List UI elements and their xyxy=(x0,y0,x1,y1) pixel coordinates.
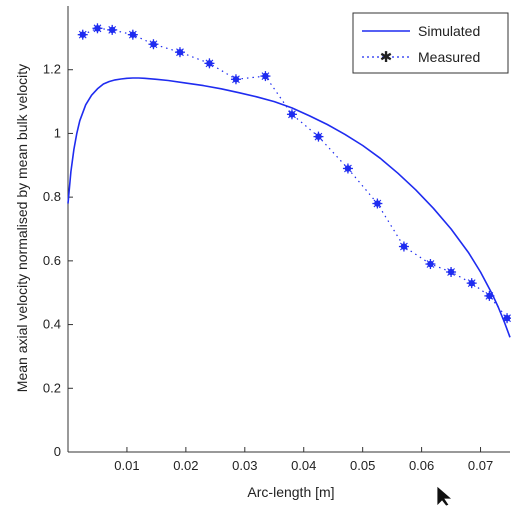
data-point-measured xyxy=(204,58,215,69)
data-point-measured xyxy=(502,313,511,324)
y-axis-label: Mean axial velocity normalised by mean b… xyxy=(14,64,30,392)
x-tick-label: 0.04 xyxy=(291,458,316,473)
y-tick-label: 0.6 xyxy=(43,253,61,268)
x-axis-label: Arc-length [m] xyxy=(247,484,334,500)
data-point-measured xyxy=(342,163,353,174)
data-point-measured xyxy=(174,47,185,58)
legend-box xyxy=(352,12,509,74)
x-tick-label: 0.03 xyxy=(232,458,257,473)
axes xyxy=(67,6,510,453)
data-point-measured xyxy=(372,198,383,209)
x-tick-label: 0.01 xyxy=(114,458,139,473)
y-tick-label: 0 xyxy=(54,444,61,459)
y-tick-label: 0.2 xyxy=(43,380,61,395)
data-point-measured xyxy=(446,267,457,278)
x-tick-label: 0.05 xyxy=(350,458,375,473)
legend-marker-measured: ✱ xyxy=(380,49,393,66)
data-point-measured xyxy=(148,39,159,50)
data-point-measured xyxy=(313,131,324,142)
mouse-cursor-icon xyxy=(436,485,454,507)
x-tick-label: 0.07 xyxy=(468,458,493,473)
data-point-measured xyxy=(398,241,409,252)
data-point-measured xyxy=(92,23,103,34)
legend-entry-simulated: Simulated xyxy=(418,23,480,39)
data-point-measured xyxy=(466,278,477,289)
data-point-measured xyxy=(230,74,241,85)
x-tick-label: 0.06 xyxy=(409,458,434,473)
x-axis-ticks: 0.01 0.02 0.03 0.04 0.05 0.06 0.07 xyxy=(114,447,493,473)
y-tick-label: 1 xyxy=(54,125,61,140)
y-tick-label: 0.4 xyxy=(43,317,61,332)
data-point-measured xyxy=(286,109,297,120)
x-tick-label: 0.02 xyxy=(173,458,198,473)
data-point-measured xyxy=(484,290,495,301)
data-point-measured xyxy=(127,29,138,40)
data-series xyxy=(67,23,511,338)
y-axis-ticks: 0 0.2 0.4 0.6 0.8 1 1.2 xyxy=(43,62,73,459)
legend: Simulated ✱ Measured xyxy=(352,12,509,74)
y-tick-label: 0.8 xyxy=(43,189,61,204)
data-point-measured xyxy=(260,71,271,82)
y-tick-label: 1.2 xyxy=(43,62,61,77)
data-point-measured xyxy=(425,259,436,270)
data-point-measured xyxy=(77,29,88,40)
data-point-measured xyxy=(107,24,118,35)
legend-entry-measured: Measured xyxy=(418,49,480,65)
series-line-simulated xyxy=(67,77,511,338)
